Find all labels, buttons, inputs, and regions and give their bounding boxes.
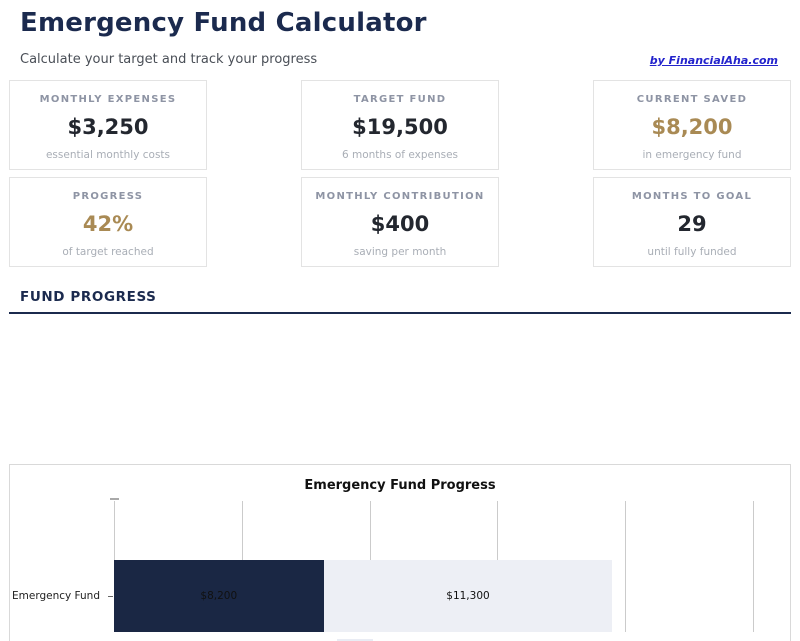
- card-label: PROGRESS: [72, 191, 144, 202]
- card-label: TARGET FUND: [353, 94, 447, 105]
- chart-title: Emergency Fund Progress: [304, 478, 496, 493]
- fund-progress-section-header: FUND PROGRESS: [9, 286, 791, 314]
- card-value: $3,250: [67, 115, 149, 139]
- page-title: Emergency Fund Calculator: [20, 8, 427, 38]
- bar-segment-saved: $8,200: [114, 560, 324, 632]
- card-sublabel: in emergency fund: [642, 149, 742, 161]
- card-current-saved: CURRENT SAVED $8,200 in emergency fund: [593, 80, 791, 170]
- card-sublabel: saving per month: [353, 246, 447, 258]
- card-label: CURRENT SAVED: [636, 94, 748, 105]
- y-axis-category-label: Emergency Fund: [12, 590, 100, 602]
- card-value: $8,200: [651, 115, 733, 139]
- card-label: MONTHS TO GOAL: [631, 191, 753, 202]
- card-monthly-expenses: MONTHLY EXPENSES $3,250 essential monthl…: [9, 80, 207, 170]
- card-label: MONTHLY CONTRIBUTION: [315, 191, 485, 202]
- card-progress: PROGRESS 42% of target reached: [9, 177, 207, 267]
- y-axis-tick: [108, 596, 113, 597]
- gridline: [753, 501, 754, 632]
- card-sublabel: essential monthly costs: [45, 149, 171, 161]
- card-sublabel: of target reached: [62, 246, 154, 258]
- card-monthly-contribution: MONTHLY CONTRIBUTION $400 saving per mon…: [301, 177, 499, 267]
- legend-cut-off: [337, 639, 373, 641]
- chart-plot-area: $8,200 $11,300: [110, 498, 754, 632]
- bar-value-label: $11,300: [446, 590, 490, 602]
- card-sublabel: 6 months of expenses: [341, 149, 459, 161]
- attribution-link[interactable]: by FinancialAha.com: [649, 54, 778, 67]
- subtitle-row: Calculate your target and track your pro…: [20, 52, 780, 67]
- stacked-bar-emergency-fund: $8,200 $11,300: [114, 560, 613, 632]
- bar-segment-remaining: $11,300: [323, 560, 613, 632]
- card-value: $400: [370, 212, 430, 236]
- card-value: 42%: [82, 212, 134, 236]
- stat-cards-grid: MONTHLY EXPENSES $3,250 essential monthl…: [9, 80, 791, 267]
- card-value: 29: [677, 212, 707, 236]
- card-label: MONTHLY EXPENSES: [39, 94, 177, 105]
- page-subtitle: Calculate your target and track your pro…: [20, 52, 318, 67]
- card-months-to-goal: MONTHS TO GOAL 29 until fully funded: [593, 177, 791, 267]
- bar-value-label: $8,200: [200, 590, 238, 602]
- axis-top-tick: [110, 498, 119, 500]
- section-title: FUND PROGRESS: [20, 289, 157, 305]
- card-value: $19,500: [352, 115, 448, 139]
- card-target-fund: TARGET FUND $19,500 6 months of expenses: [301, 80, 499, 170]
- gridline: [625, 501, 627, 632]
- fund-progress-chart: Emergency Fund Progress $8,200 $11,300 E…: [9, 464, 791, 641]
- card-sublabel: until fully funded: [647, 246, 737, 258]
- header: Emergency Fund Calculator Calculate your…: [9, 0, 791, 67]
